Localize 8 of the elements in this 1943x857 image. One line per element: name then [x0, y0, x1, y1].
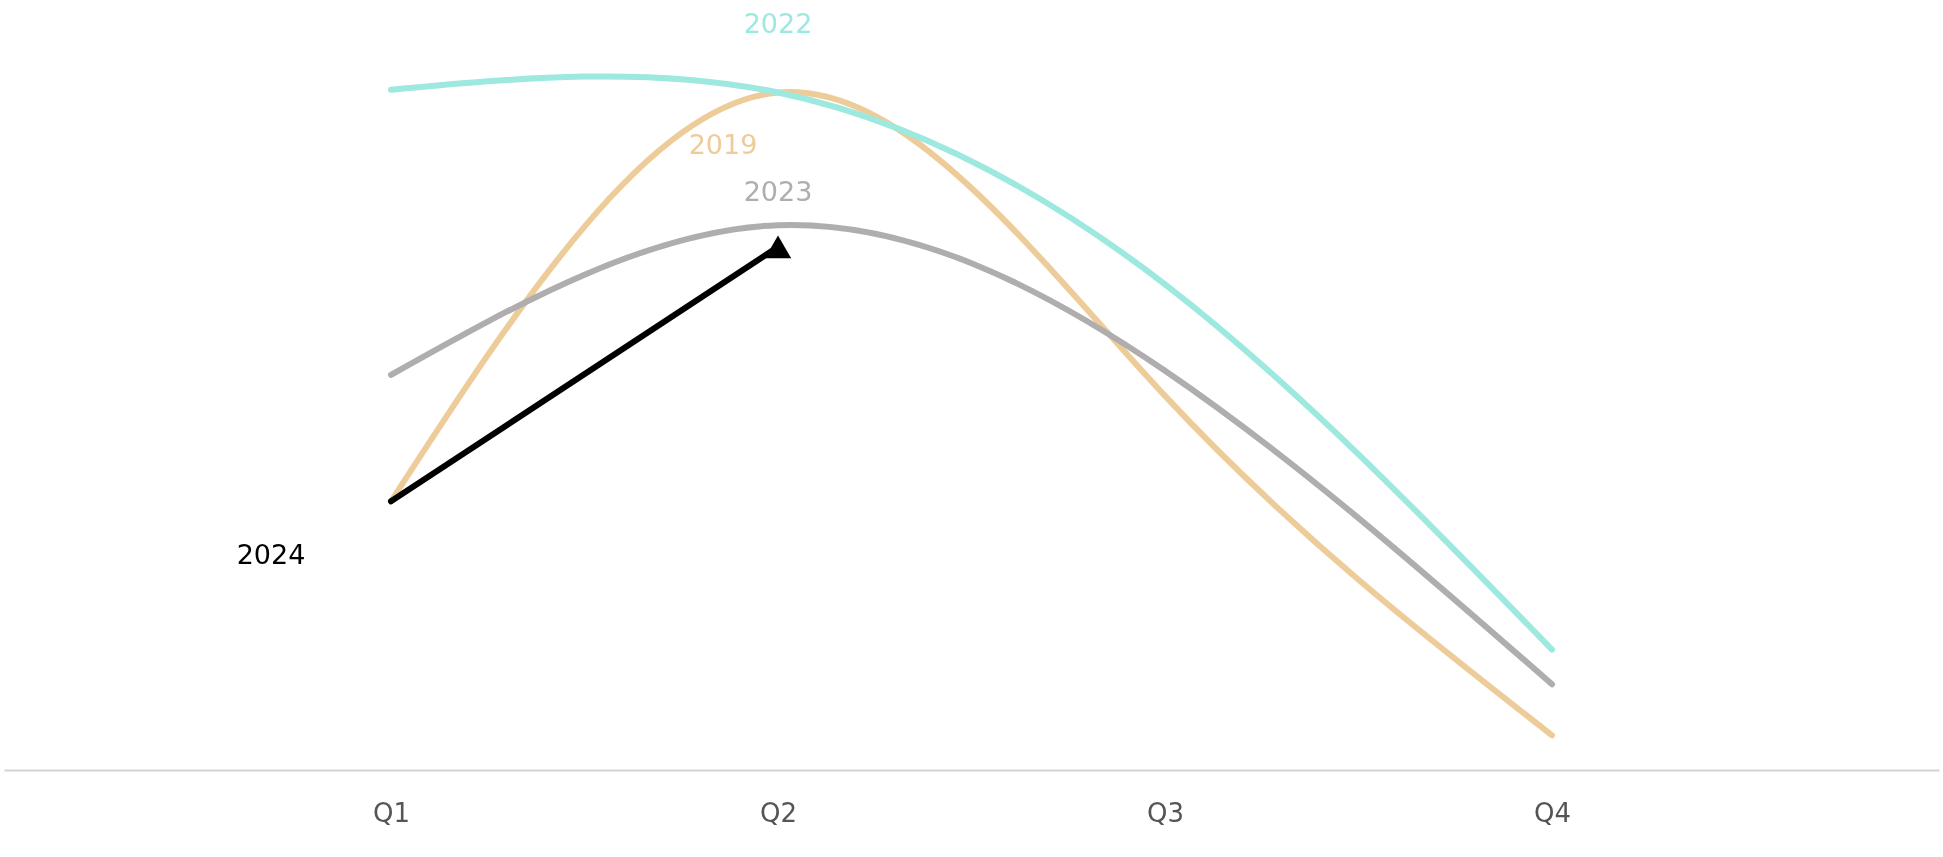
x-tick-label: Q4 [1533, 797, 1572, 828]
series-label: 2022 [743, 7, 813, 39]
series-label: 2019 [688, 128, 758, 160]
text: 2024 [236, 539, 306, 571]
x-tick-label: Q3 [1146, 797, 1185, 828]
series-label: 2023 [743, 176, 813, 208]
x-tick-label: Q2 [759, 797, 798, 828]
x-tick-label: Q1 [372, 797, 411, 828]
